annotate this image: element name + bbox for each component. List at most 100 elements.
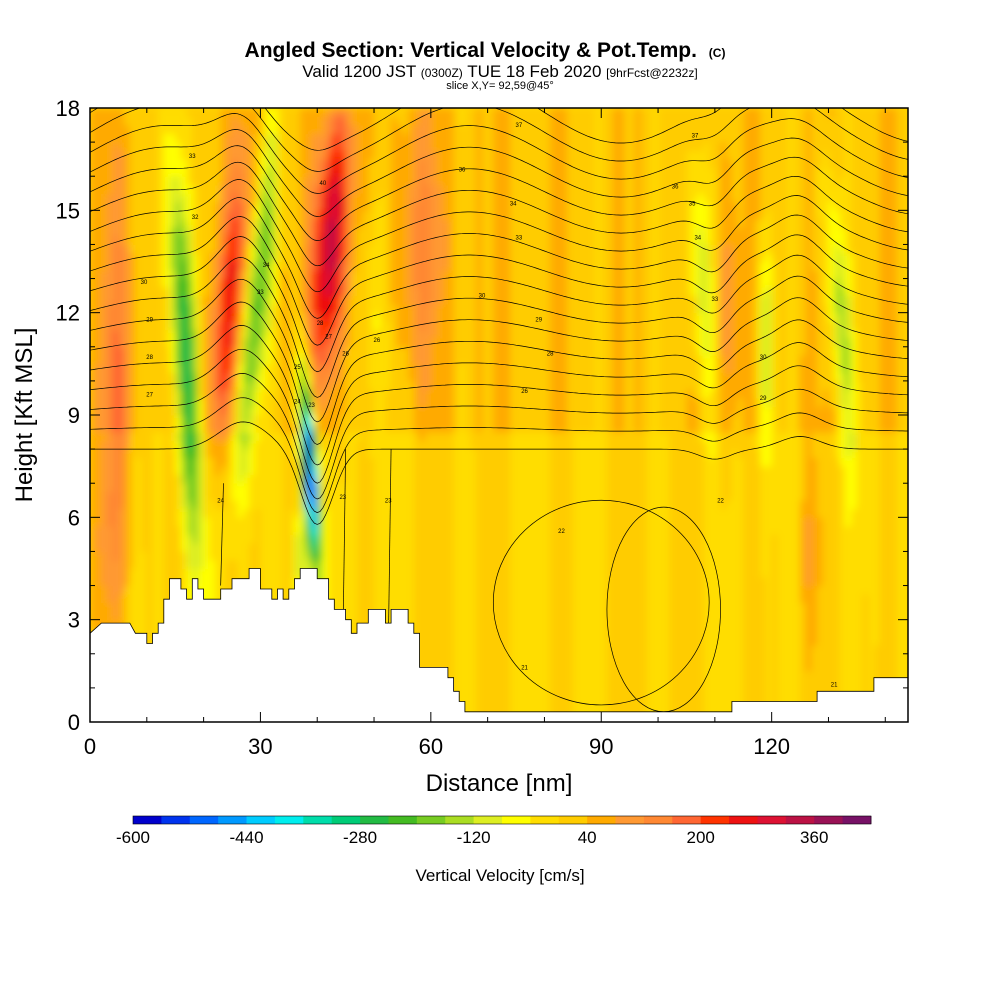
velocity-cell [436,218,443,228]
velocity-cell [220,321,227,331]
velocity-cell [430,244,438,254]
velocity-cell [351,142,358,152]
velocity-cell [362,380,369,390]
velocity-cell [180,312,188,322]
velocity-cell [362,517,369,527]
velocity-cell [425,270,432,280]
velocity-cell [203,363,210,373]
velocity-cell [169,116,176,126]
velocity-cell [385,142,392,152]
velocity-cell [294,449,301,459]
velocity-cell [374,116,381,126]
velocity-cell [112,397,119,407]
velocity-cell [334,270,341,280]
velocity-cell [379,244,386,254]
velocity-cell [163,363,171,373]
velocity-cell [459,210,466,220]
velocity-cell [118,483,125,493]
velocity-cell [124,287,131,297]
velocity-cell [277,551,284,561]
velocity-cell [425,611,432,621]
velocity-cell [209,346,216,356]
velocity-cell [288,380,295,390]
velocity-cell [476,406,483,416]
velocity-cell [112,261,119,271]
velocity-cell [226,389,233,399]
velocity-cell [334,167,341,177]
velocity-cell [226,355,233,365]
velocity-cell [180,406,188,416]
velocity-cell [260,244,267,254]
velocity-cell [442,218,449,228]
velocity-cell [232,142,239,152]
velocity-cell [163,594,171,604]
velocity-cell [232,116,239,126]
velocity-cell [254,201,261,211]
velocity-cell [124,278,131,288]
velocity-cell [413,295,420,305]
velocity-cell [436,542,443,552]
velocity-cell [453,363,460,373]
velocity-cell [158,457,165,467]
velocity-cell [271,500,278,510]
velocity-cell [334,227,341,237]
velocity-cell [453,466,460,476]
velocity-cell [351,466,358,476]
velocity-cell [339,159,347,169]
velocity-cell [112,542,119,552]
velocity-cell [464,645,472,655]
velocity-cell [396,287,403,297]
velocity-cell [391,304,398,314]
velocity-cell [266,184,273,194]
velocity-cell [436,133,443,143]
velocity-cell [300,440,307,450]
velocity-cell [345,372,352,382]
velocity-cell [141,483,148,493]
velocity-cell [243,287,250,297]
velocity-cell [169,218,176,228]
velocity-cell [396,380,403,390]
velocity-cell [419,389,426,399]
velocity-cell [317,457,324,467]
velocity-cell [158,116,165,126]
velocity-cell [374,346,381,356]
velocity-cell [362,244,369,254]
velocity-cell [186,389,193,399]
velocity-cell [175,551,182,561]
velocity-cell [209,244,216,254]
velocity-cell [453,142,460,152]
velocity-cell [470,312,477,322]
velocity-cell [294,380,301,390]
velocity-cell [311,372,318,382]
velocity-cell [237,415,244,425]
velocity-cell [135,235,142,245]
velocity-cell [101,210,108,220]
velocity-cell [232,235,239,245]
velocity-cell [459,687,466,697]
velocity-cell [124,432,131,442]
velocity-cell [430,611,438,621]
velocity-cell [124,176,131,186]
velocity-cell [277,167,284,177]
velocity-cell [288,287,295,297]
velocity-cell [464,201,472,211]
velocity-cell [135,227,142,237]
velocity-cell [226,551,233,561]
velocity-cell [118,415,125,425]
velocity-cell [442,611,449,621]
velocity-cell [220,235,227,245]
velocity-cell [146,338,153,348]
velocity-cell [112,287,119,297]
velocity-cell [90,432,97,442]
velocity-cell [288,466,295,476]
velocity-cell [288,534,295,544]
velocity-cell [436,585,443,595]
velocity-cell [129,432,136,442]
velocity-cell [129,133,136,143]
velocity-cell [294,244,301,254]
velocity-cell [129,619,136,629]
velocity-cell [277,449,284,459]
velocity-cell [470,636,477,646]
velocity-cell [129,551,136,561]
velocity-cell [266,363,273,373]
